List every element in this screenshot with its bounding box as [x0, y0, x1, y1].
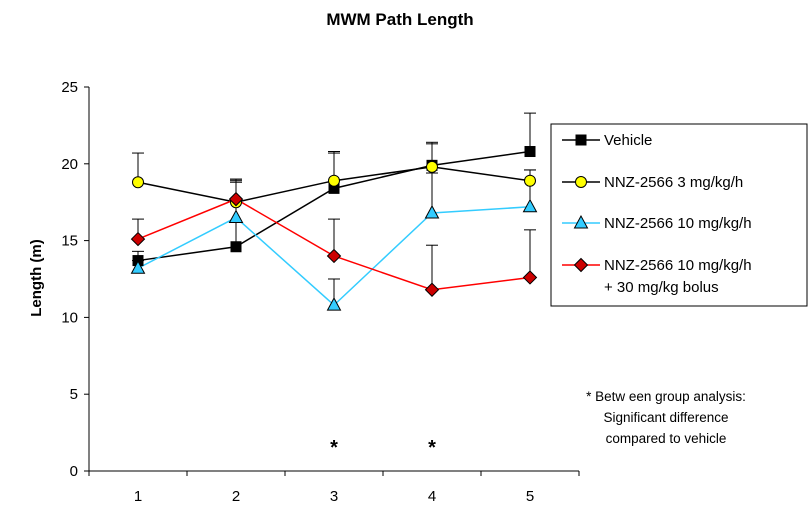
legend-label: + 30 mg/kg bolus	[604, 279, 719, 296]
y-axis-label: Length (m)	[28, 239, 45, 316]
significance-asterisk: *	[330, 437, 338, 459]
legend-marker	[573, 214, 589, 229]
data-point-series-2	[524, 174, 536, 187]
significance-annotations: * *	[330, 437, 436, 459]
significance-asterisk: *	[428, 437, 436, 459]
data-point-series-4	[522, 270, 538, 285]
data-point-series-4	[228, 191, 244, 207]
axes: 0 5 10 15 20 25 1 2 3 4 5	[61, 79, 580, 505]
y-tick-label: 20	[61, 156, 78, 173]
legend-label: NNZ-2566 10 mg/kg/h	[604, 215, 752, 232]
legend-marker	[573, 257, 589, 273]
data-point-series-1	[524, 146, 536, 158]
chart-title: MWM Path Length	[326, 10, 473, 29]
data-point-series-3	[522, 198, 538, 213]
legend-label: Vehicle	[604, 132, 652, 149]
data-point-series-4	[130, 231, 146, 247]
legend-marker	[575, 176, 587, 188]
x-tick-label: 2	[232, 488, 240, 505]
x-tick-label: 5	[526, 488, 534, 505]
footnote-line: * Betw een group analysis:	[586, 389, 746, 404]
y-tick-label: 25	[61, 79, 78, 96]
y-tick-label: 5	[70, 386, 78, 403]
legend-label: NNZ-2566 10 mg/kg/h	[604, 257, 752, 274]
data-point-series-3	[326, 297, 342, 311]
data-point-series-3	[130, 260, 146, 274]
data-point-series-2	[328, 174, 340, 187]
data-point-series-2	[426, 160, 438, 173]
data-point-series-2	[132, 176, 144, 189]
footnote-line: Significant difference	[603, 410, 728, 425]
legend-box	[550, 123, 808, 307]
data-point-series-3	[424, 204, 440, 219]
y-tick-label: 0	[70, 463, 78, 480]
series-markers	[130, 146, 538, 311]
x-tick-label: 4	[428, 488, 436, 505]
data-point-series-1	[230, 241, 242, 253]
legend-label: NNZ-2566 3 mg/kg/h	[604, 174, 743, 191]
x-tick-label: 3	[330, 488, 338, 505]
legend: Vehicle NNZ-2566 3 mg/kg/h NNZ-2566 10 mg/…	[550, 123, 808, 307]
data-point-series-4	[326, 248, 342, 264]
data-point-series-4	[424, 282, 440, 297]
y-tick-label: 15	[61, 233, 78, 250]
legend-marker	[575, 134, 587, 146]
error-bars	[132, 112, 536, 306]
y-tick-label: 10	[61, 309, 78, 326]
data-point-series-3	[228, 209, 244, 224]
x-tick-label: 1	[134, 488, 142, 505]
footnote-line: compared to vehicle	[606, 431, 727, 446]
footnote: * Betw een group analysis: Significant di…	[586, 389, 746, 446]
